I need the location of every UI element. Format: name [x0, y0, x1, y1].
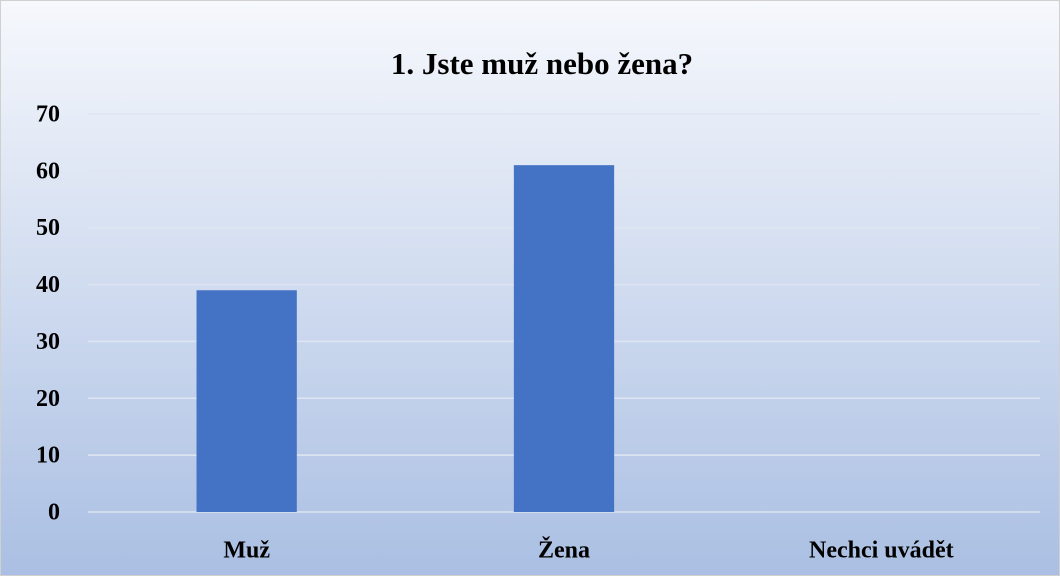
y-tick-label: 60 — [36, 158, 60, 184]
y-tick-label: 30 — [36, 329, 60, 355]
x-tick-label: Nechci uvádět — [809, 538, 954, 564]
chart-title: 1. Jste muž nebo žena? — [391, 46, 693, 81]
y-tick-label: 40 — [36, 272, 60, 298]
y-tick-label: 20 — [36, 386, 60, 412]
y-tick-label: 10 — [36, 443, 60, 469]
y-tick-label: 50 — [36, 215, 60, 241]
bar — [196, 290, 297, 512]
y-tick-label: 0 — [48, 500, 60, 526]
y-tick-label: 70 — [36, 102, 60, 128]
x-tick-label: Muž — [223, 538, 270, 564]
x-tick-label: Žena — [538, 537, 590, 564]
bar — [513, 165, 615, 512]
